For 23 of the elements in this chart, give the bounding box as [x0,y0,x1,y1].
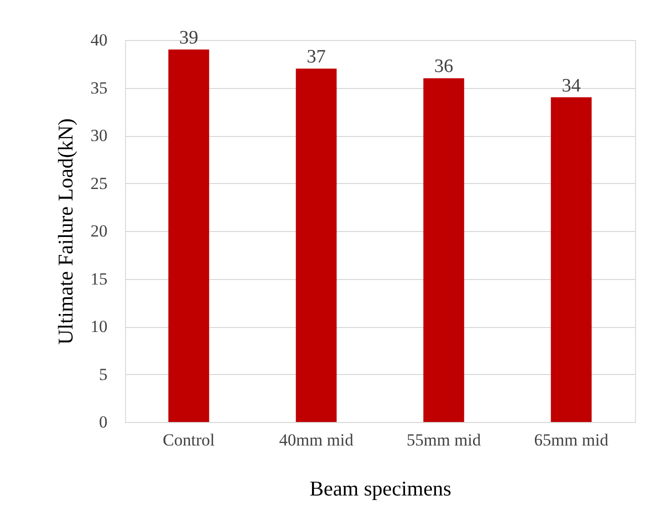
x-tick-label: Control [162,430,215,450]
y-tick-label: 20 [90,222,108,240]
bar [423,78,464,422]
bar [296,68,337,422]
data-label: 39 [179,28,198,49]
y-tick-label: 0 [99,412,108,432]
y-axis-title: Ultimate Failure Load(kN) [54,118,78,345]
data-label: 37 [306,46,326,68]
x-tick-label: 65mm mid [534,430,609,450]
y-tick-label: 35 [90,78,108,98]
y-tick-label: 40 [90,30,108,50]
x-axis-title: Beam specimens [310,476,452,500]
y-tick-label: 10 [90,317,108,336]
data-label: 34 [562,75,582,96]
y-tick-label: 15 [90,269,108,288]
x-tick-label: 55mm mid [406,430,482,450]
bar [550,97,592,422]
y-tick-label: 5 [99,364,108,384]
data-label: 36 [434,56,454,78]
y-tick-label: 25 [90,174,108,193]
bar [168,50,210,422]
x-tick-label: 40mm mid [279,430,354,450]
y-tick-label: 30 [90,126,108,145]
